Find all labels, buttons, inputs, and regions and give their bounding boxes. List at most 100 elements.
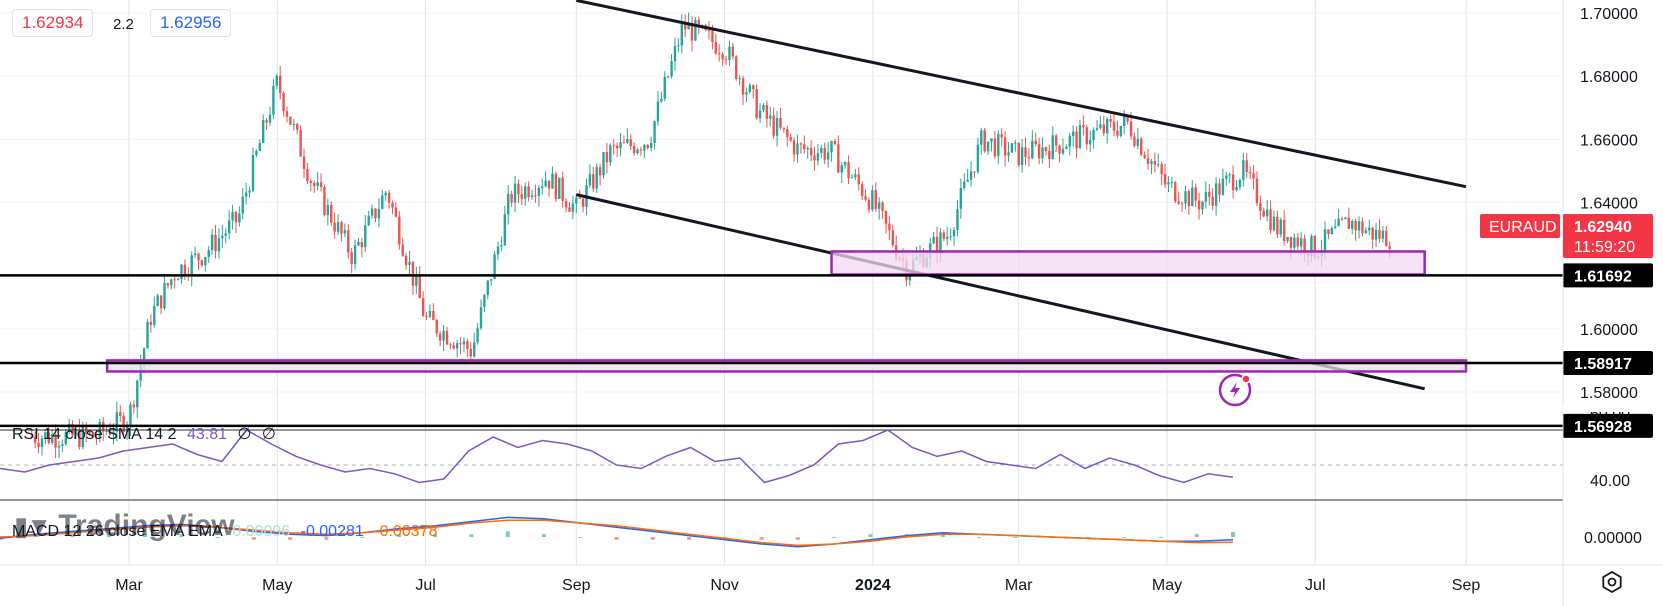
trendlines[interactable] — [575, 0, 1467, 391]
macd-legend[interactable]: MACD 12 26 close EMA EMA 0.00096 -0.0028… — [12, 523, 437, 541]
candle-body — [578, 197, 581, 199]
candle-body — [639, 149, 643, 151]
rsi-axis-tick: 40.00 — [1590, 473, 1630, 490]
candle-body — [330, 205, 333, 223]
candle-body — [823, 147, 826, 160]
candle-body — [935, 236, 939, 254]
price-axis[interactable]: 1.70000 1.68000 1.66000 1.64000 1.60000 1.580… — [1580, 6, 1638, 402]
candle-body — [91, 432, 95, 438]
ask-price-box[interactable]: 1.62956 — [150, 9, 232, 37]
candle-body — [57, 445, 61, 448]
candle-body — [64, 431, 67, 445]
candle-body — [265, 120, 268, 123]
spread-value: 2.2 — [113, 16, 134, 33]
macd-legend-hist: 0.00096 — [232, 523, 291, 540]
candle-body — [510, 194, 513, 203]
candle-body — [857, 174, 860, 185]
candle-body — [806, 148, 809, 150]
candle-body — [466, 341, 469, 349]
candle-body — [714, 41, 718, 54]
candle-body — [316, 182, 319, 186]
candle-body — [272, 85, 275, 115]
candle-body — [602, 151, 605, 176]
candle-body — [738, 78, 741, 80]
lightning-icon[interactable] — [1218, 373, 1252, 407]
candle-body — [374, 208, 377, 219]
candle-body — [677, 45, 680, 47]
candle-body — [1282, 219, 1286, 241]
horizontal-levels[interactable]: 1.61692 1.58917 1.56928 — [0, 263, 1653, 438]
last-price-marker[interactable]: EURAUD 1.62940 11:59:20 — [1480, 214, 1653, 258]
time-axis-tick: Sep — [1452, 577, 1481, 594]
candle-body — [1071, 131, 1075, 136]
candle-body — [871, 190, 874, 210]
candle-body — [1102, 124, 1105, 134]
candle-body — [949, 236, 952, 238]
rsi-line — [0, 429, 1234, 484]
candle-body — [1272, 216, 1276, 231]
candle-body — [1034, 140, 1037, 145]
rsi-pane[interactable] — [0, 429, 1563, 484]
trendline[interactable] — [575, 193, 1426, 391]
candle-body — [360, 242, 364, 248]
candle-body — [932, 236, 935, 244]
bid-price-box[interactable]: 1.62934 — [12, 9, 94, 37]
support-zone[interactable] — [830, 250, 1426, 276]
candle-body — [1340, 218, 1344, 220]
candle-body — [881, 202, 884, 211]
candle-body — [888, 223, 891, 231]
candle-body — [1351, 220, 1354, 229]
candle-body — [401, 244, 404, 256]
time-axis[interactable]: Mar May Jul Sep Nov 2024 Mar May Jul Sep — [115, 577, 1480, 594]
candle-body — [782, 127, 786, 130]
candle-body — [255, 151, 258, 155]
price-axis-tick: 1.70000 — [1580, 6, 1638, 23]
candle-body — [1027, 157, 1031, 159]
candle-body — [421, 298, 425, 317]
macd-pane[interactable] — [0, 516, 1235, 548]
candle-body — [479, 307, 483, 328]
candle-body — [575, 197, 578, 204]
candle-body — [404, 255, 408, 266]
candle-body — [969, 171, 973, 180]
candle-body — [1323, 229, 1327, 251]
candle-body — [626, 139, 629, 143]
candle-body — [408, 261, 411, 266]
gear-icon[interactable] — [1602, 570, 1622, 594]
time-axis-tick: Nov — [710, 577, 738, 594]
candle-body — [1180, 203, 1184, 205]
level-price-label: 1.56928 — [1574, 419, 1632, 436]
candle-body — [697, 19, 701, 27]
candle-body — [980, 130, 983, 145]
candle-body — [1065, 146, 1068, 150]
price-candles — [30, 12, 1391, 459]
rsi-legend[interactable]: RSI 14 close SMA 14 2 43.81 ∅ ∅ — [12, 424, 276, 444]
trendline[interactable] — [575, 0, 1467, 189]
candle-body — [1031, 140, 1034, 159]
candle-body — [864, 196, 867, 200]
support-zone[interactable] — [105, 359, 1468, 373]
candle-body — [1051, 135, 1054, 159]
macd-hist-bar — [868, 534, 873, 537]
candle-body — [724, 59, 728, 61]
support-zones[interactable] — [105, 250, 1468, 373]
candle-body — [663, 76, 666, 99]
candle-body — [435, 320, 438, 334]
candle-body — [1017, 142, 1020, 166]
candle-body — [877, 202, 881, 209]
macd-hist-bar — [1013, 537, 1018, 538]
candle-body — [1361, 221, 1364, 234]
candle-body — [772, 115, 775, 136]
candle-body — [1303, 238, 1306, 254]
candle-body — [786, 129, 789, 137]
macd-hist-bar — [505, 531, 510, 537]
candle-body — [299, 129, 302, 157]
candle-body — [748, 85, 752, 92]
candle-body — [1061, 149, 1065, 154]
candle-body — [1170, 182, 1174, 184]
candle-body — [976, 144, 980, 172]
candle-body — [170, 279, 173, 286]
candle-body — [50, 434, 54, 443]
candle-body — [200, 260, 204, 266]
